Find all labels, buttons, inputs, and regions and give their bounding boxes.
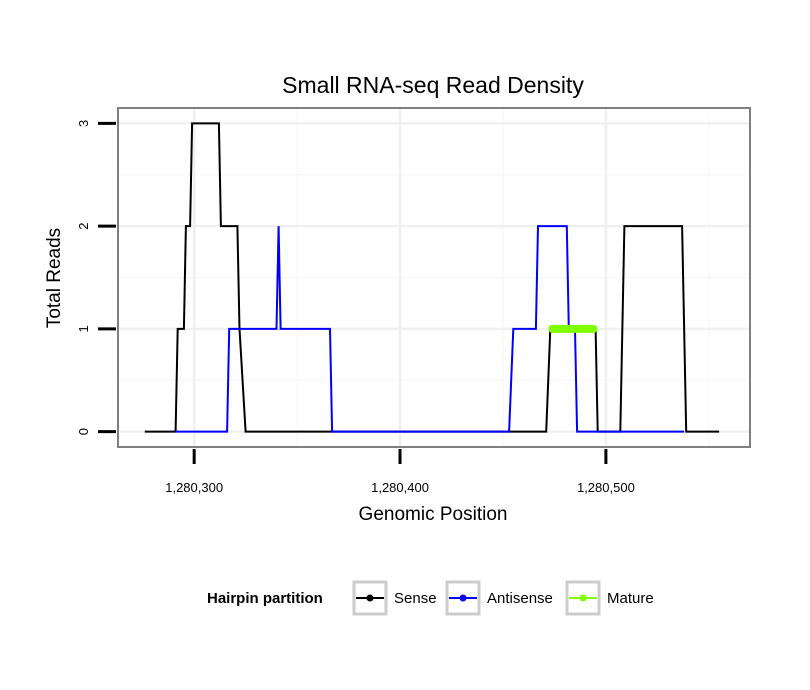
y-tick-label: 3 [76,120,91,127]
x-tick-label: 1,280,300 [165,480,223,495]
series-line-sense [144,122,720,433]
legend-label: Mature [607,590,654,607]
y-tick-label: 2 [76,223,91,230]
chart-title: Small RNA-seq Read Density [282,72,584,98]
legend-label: Antisense [487,590,553,607]
legend-item-antisense: Antisense [445,580,553,616]
series-lines [144,122,720,433]
legend-key-point [579,594,587,602]
legend-items: Sense Antisense Mature [352,580,654,616]
x-tick-label: 1,280,400 [371,480,429,495]
y-axis-title: Total Reads [44,228,65,328]
legend-item-sense: Sense [352,580,437,616]
panel-border [117,107,751,448]
grid [118,108,750,447]
x-tick-label: 1,280,500 [577,480,635,495]
x-axis-title: Genomic Position [359,504,508,525]
y-tick-label: 0 [76,428,91,435]
legend-label: Sense [394,590,437,607]
legend: Hairpin partition Sense Antisense Mature [207,580,654,616]
y-tick-label: 1 [76,325,91,332]
legend-key-point [366,594,374,602]
legend-key-point [459,594,467,602]
legend-title: Hairpin partition [207,590,323,607]
axes: 1,280,300 1,280,400 1,280,500 0 1 2 3 [76,120,635,495]
legend-item-mature: Mature [565,580,654,616]
